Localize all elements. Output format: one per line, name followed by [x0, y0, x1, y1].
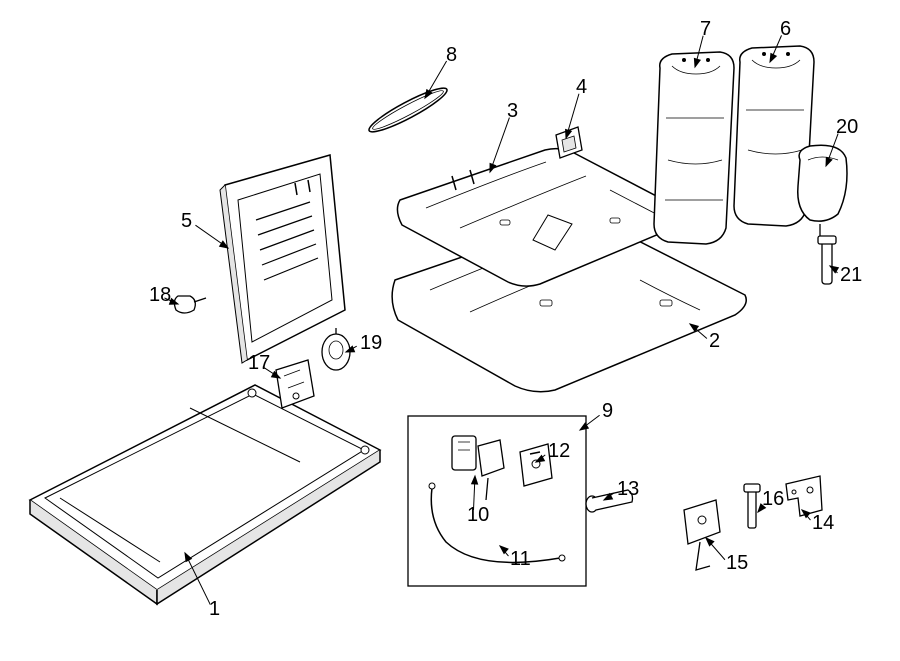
callout-1: 1: [209, 598, 220, 621]
callout-5: 5: [181, 210, 192, 233]
callout-2: 2: [709, 330, 720, 353]
callout-11: 11: [510, 548, 531, 571]
callout-8: 8: [446, 44, 457, 67]
callout-16: 16: [762, 488, 784, 511]
callout-13: 13: [617, 478, 639, 501]
part-16: [744, 484, 760, 528]
callout-19: 19: [360, 332, 382, 355]
callout-6: 6: [780, 18, 791, 41]
part-14: [786, 476, 822, 516]
callout-18: 18: [149, 284, 171, 307]
part-20: [798, 145, 847, 240]
callout-4: 4: [576, 76, 587, 99]
part-5: [220, 155, 345, 363]
callout-10: 10: [467, 504, 489, 527]
callout-9: 9: [602, 400, 613, 423]
callout-21: 21: [840, 264, 862, 287]
part-17: [276, 360, 314, 408]
callout-7: 7: [700, 18, 711, 41]
callout-14: 14: [812, 512, 834, 535]
part-18: [174, 296, 206, 313]
callout-17: 17: [248, 352, 270, 375]
callout-12: 12: [548, 440, 570, 463]
part-10: [452, 436, 504, 500]
part-19: [322, 328, 350, 370]
part-1: [30, 385, 380, 604]
part-15: [684, 500, 720, 570]
part-11: [429, 483, 565, 562]
callout-15: 15: [726, 552, 748, 575]
callout-3: 3: [507, 100, 518, 123]
part-8: [365, 82, 450, 137]
part-21: [818, 236, 836, 284]
part-7: [654, 52, 734, 244]
callout-20: 20: [836, 116, 858, 139]
parts-diagram: [0, 0, 900, 661]
